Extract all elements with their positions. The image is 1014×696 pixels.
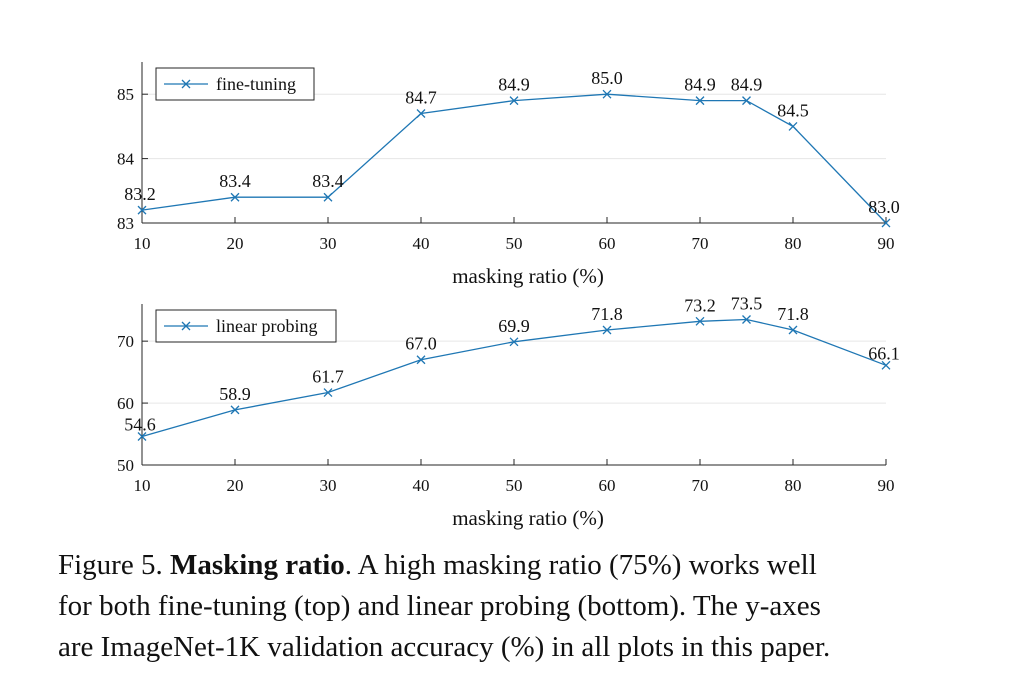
linear-probing-point (881, 360, 891, 370)
fine-tuning-data-label: 83.2 (124, 184, 156, 204)
linear-probing-x-tick-label: 60 (599, 476, 616, 495)
figure-caption: Figure 5. Masking ratio. A high masking … (58, 545, 968, 668)
linear-probing-data-label: 61.7 (312, 367, 344, 387)
linear-probing-data-label: 67.0 (405, 334, 437, 354)
fine-tuning-data-label: 84.7 (405, 88, 437, 108)
linear-probing-legend-marker (181, 321, 191, 331)
linear-probing-data-label: 54.6 (124, 415, 156, 435)
fine-tuning-y-tick-label: 83 (117, 214, 134, 233)
linear-probing-point (137, 432, 147, 441)
fine-tuning-x-tick-label: 70 (692, 234, 709, 253)
caption-prefix: Figure 5. (58, 549, 170, 581)
linear-probing-point (742, 315, 751, 324)
linear-probing-x-tick-label: 30 (320, 476, 337, 495)
fine-tuning-x-axis-label: masking ratio (%) (452, 264, 604, 288)
fine-tuning-data-label: 85.0 (591, 68, 623, 88)
caption-title: Masking ratio (169, 549, 345, 581)
fine-tuning-point (788, 121, 798, 131)
linear-probing-series-line (141, 318, 887, 438)
linear-probing-data-label: 71.8 (591, 304, 623, 324)
fine-tuning-x-tick-label: 50 (506, 234, 523, 253)
linear-probing-x-axis-label: masking ratio (%) (452, 506, 604, 530)
fine-tuning-y-tick-label: 85 (117, 85, 134, 104)
fine-tuning-point (881, 218, 891, 228)
caption-line-3: are ImageNet-1K validation accuracy (%) … (58, 631, 831, 663)
linear-probing-point (230, 405, 240, 415)
linear-probing-point (416, 355, 426, 365)
linear-probing-x-tick-label: 10 (134, 476, 151, 495)
linear-probing-data-label: 73.2 (684, 295, 716, 315)
fine-tuning-x-tick-label: 60 (599, 234, 616, 253)
fine-tuning-x-tick-label: 80 (785, 234, 802, 253)
linear-probing-x-tick-label: 50 (506, 476, 523, 495)
linear-probing-y-tick-label: 60 (117, 394, 134, 413)
fine-tuning-point (742, 96, 751, 106)
linear-probing-data-label: 66.1 (868, 343, 900, 363)
fine-tuning-data-label: 83.0 (868, 197, 900, 217)
fine-tuning-x-tick-label: 30 (320, 234, 337, 253)
fine-tuning-x-tick-label: 90 (878, 234, 895, 253)
linear-probing-point (602, 325, 612, 335)
fine-tuning-series-line (141, 93, 887, 224)
caption-line-1-rest: . A high masking ratio (75%) works well (344, 549, 817, 581)
linear-probing-legend-label: linear probing (216, 316, 317, 336)
caption-line-2: for both fine-tuning (top) and linear pr… (58, 590, 821, 622)
linear-probing-y-tick-label: 70 (117, 332, 134, 351)
fine-tuning-x-tick-label: 20 (227, 234, 244, 253)
linear-probing-data-label: 71.8 (777, 304, 809, 324)
linear-probing-point (788, 325, 798, 335)
caption-line-1: Figure 5. Masking ratio. A high masking … (58, 545, 968, 586)
fine-tuning-x-tick-label: 40 (413, 234, 430, 253)
fine-tuning-legend-label: fine-tuning (216, 74, 296, 94)
linear-probing-point (323, 388, 333, 398)
figure-charts: 83 84 85 10 20 30 40 50 60 70 80 90 masking ratio (%… (117, 62, 900, 530)
linear-probing-point (509, 337, 519, 347)
linear-probing-data-label: 69.9 (498, 316, 530, 336)
fine-tuning-data-label: 84.9 (731, 75, 763, 95)
fine-tuning-legend-marker (181, 79, 191, 89)
fine-tuning-data-label: 83.4 (219, 171, 251, 191)
fine-tuning-point (137, 205, 147, 215)
fine-tuning-point (323, 192, 333, 202)
fine-tuning-point (602, 89, 612, 99)
fine-tuning-data-label: 84.9 (498, 75, 530, 95)
linear-probing-y-tick-label: 50 (117, 456, 134, 475)
linear-probing-point (695, 316, 705, 326)
fine-tuning-data-label: 84.5 (777, 100, 809, 120)
fine-tuning-point (230, 192, 240, 202)
fine-tuning-data-label: 83.4 (312, 171, 344, 191)
linear-probing-x-tick-label: 80 (785, 476, 802, 495)
linear-probing-x-tick-label: 40 (413, 476, 430, 495)
linear-probing-x-tick-label: 90 (878, 476, 895, 495)
fine-tuning-point (509, 96, 519, 106)
linear-probing-x-tick-label: 70 (692, 476, 709, 495)
linear-probing-x-tick-label: 20 (227, 476, 244, 495)
fine-tuning-point (695, 96, 705, 106)
fine-tuning-data-label: 84.9 (684, 75, 716, 95)
linear-probing-data-label: 58.9 (219, 384, 251, 404)
fine-tuning-point (416, 109, 426, 118)
linear-probing-data-label: 73.5 (731, 293, 763, 313)
fine-tuning-y-tick-label: 84 (117, 150, 135, 169)
fine-tuning-x-tick-label: 10 (134, 234, 151, 253)
